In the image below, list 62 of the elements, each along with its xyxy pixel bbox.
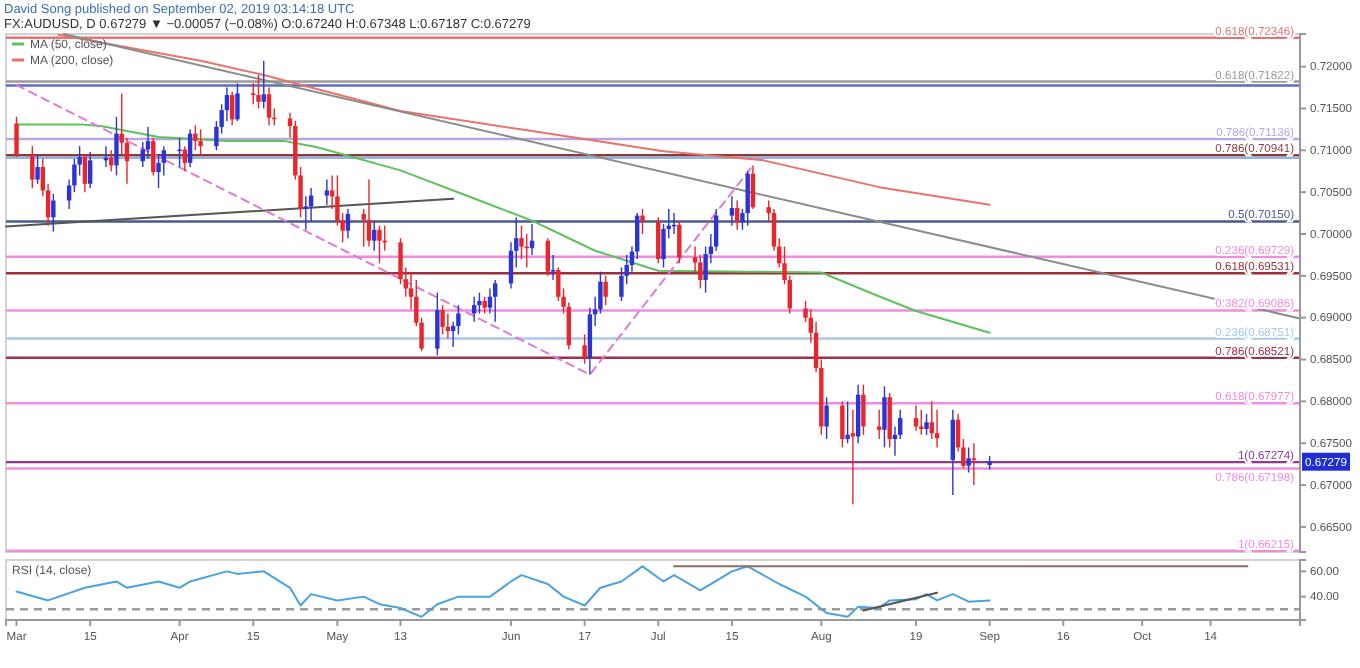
- candlestick: [82, 153, 88, 193]
- candlestick: [51, 193, 56, 233]
- candlestick: [87, 151, 93, 189]
- candlestick: [861, 383, 866, 436]
- candlestick: [550, 254, 556, 281]
- candlestick: [324, 178, 330, 206]
- candlestick: [377, 224, 382, 264]
- candlestick: [929, 400, 934, 440]
- candlestick: [366, 178, 372, 248]
- candlestick: [156, 153, 161, 189]
- candlestick: [971, 442, 977, 486]
- candlestick: [950, 409, 956, 496]
- candlestick: [30, 145, 35, 189]
- candlestick: [919, 409, 924, 436]
- candlestick: [840, 400, 845, 449]
- candlestick: [235, 82, 240, 122]
- candlestick: [729, 195, 735, 227]
- candlestick: [198, 128, 203, 156]
- candlestick: [876, 409, 882, 440]
- candlestick: [750, 164, 756, 210]
- candlestick: [477, 291, 482, 315]
- candlestick: [745, 170, 750, 227]
- candlestick: [887, 392, 892, 449]
- candlestick: [256, 74, 261, 110]
- line-series: [15, 123, 991, 334]
- candlestick: [855, 383, 861, 444]
- candlestick: [114, 116, 119, 177]
- candlestick: [845, 400, 850, 444]
- candlestick: [850, 409, 856, 505]
- candlestick: [229, 91, 235, 126]
- candlestick: [251, 82, 256, 105]
- candlestick: [924, 413, 929, 436]
- candlestick: [193, 124, 198, 152]
- candlestick: [656, 216, 661, 264]
- candlestick: [261, 60, 266, 110]
- candlestick: [487, 287, 493, 315]
- candlestick: [14, 116, 19, 158]
- candlestick: [266, 86, 272, 126]
- candlestick: [698, 254, 703, 290]
- candlestick: [177, 137, 182, 168]
- candlestick: [582, 333, 587, 365]
- candlestick: [603, 275, 608, 306]
- candlestick: [435, 291, 440, 357]
- candlestick: [882, 385, 887, 449]
- candlestick: [966, 446, 971, 474]
- candlestick: [372, 220, 377, 252]
- candlestick: [187, 128, 193, 168]
- candlestick: [640, 208, 645, 235]
- candlestick: [440, 304, 445, 336]
- candlestick: [151, 137, 156, 177]
- candlestick: [677, 220, 682, 264]
- candlestick: [182, 145, 188, 172]
- candlestick: [824, 396, 829, 440]
- candlestick: [545, 237, 550, 277]
- candlestick: [471, 296, 477, 323]
- candlestick: [519, 224, 524, 260]
- candlestick: [493, 279, 498, 323]
- candlestick: [35, 153, 40, 185]
- candlestick: [345, 208, 351, 239]
- candlestick: [303, 195, 309, 231]
- candlestick: [934, 409, 940, 449]
- line-series: [15, 565, 991, 618]
